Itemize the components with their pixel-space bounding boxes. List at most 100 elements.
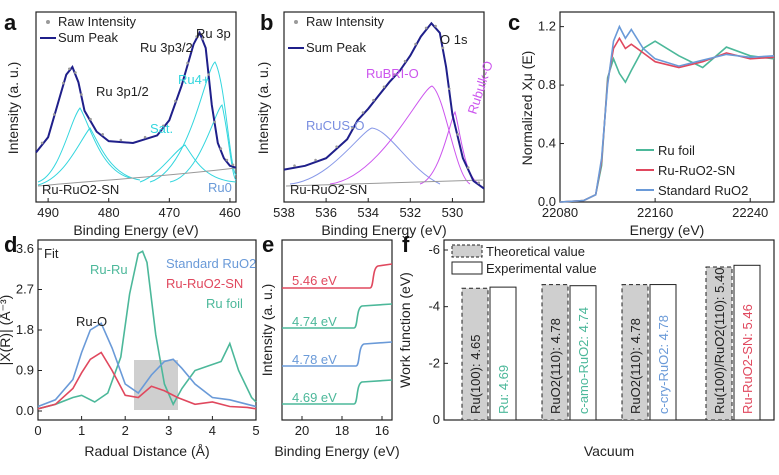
x-ticks-e: 20 18 16 (295, 416, 389, 438)
raw-point (477, 181, 481, 185)
sum-peak-line-a (35, 30, 237, 169)
annotation-ru3p: Ru 3p (196, 26, 231, 41)
experimental-bar (733, 264, 761, 421)
raw-point (68, 67, 71, 71)
x-tick-label: 18 (335, 423, 349, 438)
line-ru-foil-d (37, 250, 257, 410)
raw-point (231, 163, 235, 167)
panel-d: d 0 1 2 3 4 5 0.0 0.9 1.8 2.7 3.6 Radual Distance … (0, 232, 260, 459)
experimental-bar-label: c-amo-RuO2: 4.74 (576, 307, 591, 414)
annotation-rubulk-o: Rubulk-O (465, 59, 496, 116)
cutoff-line (282, 379, 393, 405)
legend-experimental-f: Experimental value (486, 261, 597, 276)
raw-point (40, 141, 44, 145)
panel-label-d: d (4, 232, 17, 257)
y-tick-label: -4 (428, 299, 440, 314)
y-tick-label: 0.0 (16, 403, 34, 418)
axis-ticks-d: 0 1 2 3 4 5 0.0 0.9 1.8 2.7 3.6 (16, 241, 260, 438)
y-tick-label: -6 (428, 242, 440, 257)
x-tick-label: 3 (165, 423, 172, 438)
annotation-rucus-o: RuCUS-O (306, 118, 365, 133)
annotation-ru3p32: Ru 3p3/2 (140, 40, 193, 55)
y-axis-label-f: Work function (eV) (397, 272, 413, 388)
theoretical-bar (541, 284, 569, 421)
raw-point (80, 93, 83, 96)
line-ru-ruo2-sn-d (37, 351, 257, 410)
x-axis-label-c: Energy (eV) (630, 222, 705, 238)
annotation-ru3p12: Ru 3p1/2 (96, 84, 149, 99)
legend-sum-a: Sum Peak (58, 30, 118, 45)
x-tick-label: 22240 (732, 205, 768, 220)
x-tick-label: 2 (122, 423, 129, 438)
cutoff-line (282, 263, 393, 289)
experimental-bar-label: Ru: 4.69 (496, 365, 511, 414)
panel-label-b: b (260, 10, 273, 35)
y-tick-label: 0.4 (538, 136, 556, 151)
x-tick-label: 16 (375, 423, 389, 438)
y-tick-label: 0 (433, 412, 440, 427)
x-tick-label: 20 (295, 423, 309, 438)
component-rucus-o (289, 127, 441, 185)
bars-f: Ru(100): 4.65 Ru: 4.69 RuO2(110): 4.78 c-am… (461, 264, 761, 421)
raw-point (143, 135, 147, 139)
x-tick-label: 22080 (542, 205, 578, 220)
panel-a: a 490 480 470 460 Binding Energy (eV) Inten… (4, 10, 241, 238)
theoretical-bar-label: RuO2(110): 4.78 (548, 318, 563, 414)
y-tick-label: 1.8 (16, 322, 34, 337)
x-tick-label: 490 (37, 205, 59, 220)
annotation-ru0: Ru0 (208, 180, 232, 195)
x-tick-label: 530 (442, 205, 464, 220)
y-axis-label-c: Normalized Xμ (E) (519, 51, 535, 166)
raw-point (186, 61, 189, 65)
raw-point (456, 133, 459, 136)
raw-points-b (293, 24, 481, 185)
raw-point (74, 71, 77, 74)
fit-label-d: Fit (44, 246, 59, 261)
component-rubri-o (329, 85, 471, 185)
sample-label-a: Ru-RuO2-SN (42, 182, 119, 197)
legend-experimental-marker (451, 261, 483, 275)
x-tick-label: 5 (252, 423, 259, 438)
y-tick-label: 2.7 (16, 282, 34, 297)
raw-point (161, 124, 165, 128)
y-tick-label: 0.9 (16, 363, 34, 378)
y-tick-label: 0.0 (538, 194, 556, 209)
x-tick-label: 460 (219, 205, 241, 220)
label-546-e: 5.46 eV (292, 273, 337, 288)
x-tick-label: 470 (158, 205, 180, 220)
region-label-b: O 1s (440, 32, 468, 47)
raw-point (89, 117, 92, 121)
x-ticks-b: 538 536 534 532 530 (273, 198, 463, 220)
raw-point (293, 164, 296, 167)
legend-sum-b: Sum Peak (306, 40, 366, 55)
legend-theoretical-f: Theoretical value (486, 244, 585, 259)
raw-point (314, 158, 317, 162)
y-axis-label-d: |X(R)| (Å⁻³) (0, 295, 13, 366)
component-ru3p12-b (37, 127, 141, 186)
legend-ru-foil-d: Ru foil (206, 296, 243, 311)
legend-raw-marker-a (46, 20, 50, 24)
plot-frame-e (281, 239, 393, 421)
background-line-a (37, 167, 237, 187)
y-ticks-f: 0 -2 -4 -6 (428, 242, 448, 427)
legend-ru-ruo2-sn-d: Ru-RuO2-SN (166, 276, 243, 291)
axis-ticks-c: 22080 22160 22240 0.0 0.4 0.8 1.2 (538, 19, 768, 220)
legend-raw-a: Raw Intensity (58, 14, 137, 29)
y-tick-label: -2 (428, 355, 440, 370)
legend-ru-ruo2-sn-c: Ru-RuO2-SN (658, 163, 735, 178)
raw-point (174, 99, 177, 103)
raw-point (434, 24, 437, 28)
raw-point (424, 26, 428, 30)
background-line-b (285, 179, 485, 187)
x-tick-label: 538 (273, 205, 295, 220)
raw-point (447, 87, 451, 91)
raw-point (119, 138, 123, 142)
panel-label-a: a (4, 10, 17, 35)
raw-point (382, 85, 386, 89)
theoretical-bar (621, 284, 649, 421)
raw-point (393, 73, 396, 76)
x-axis-label-e: Binding Energy (eV) (274, 443, 399, 459)
experimental-bar-label: c-cry-RuO2: 4.78 (656, 315, 671, 414)
x-tick-label: 0 (34, 423, 41, 438)
